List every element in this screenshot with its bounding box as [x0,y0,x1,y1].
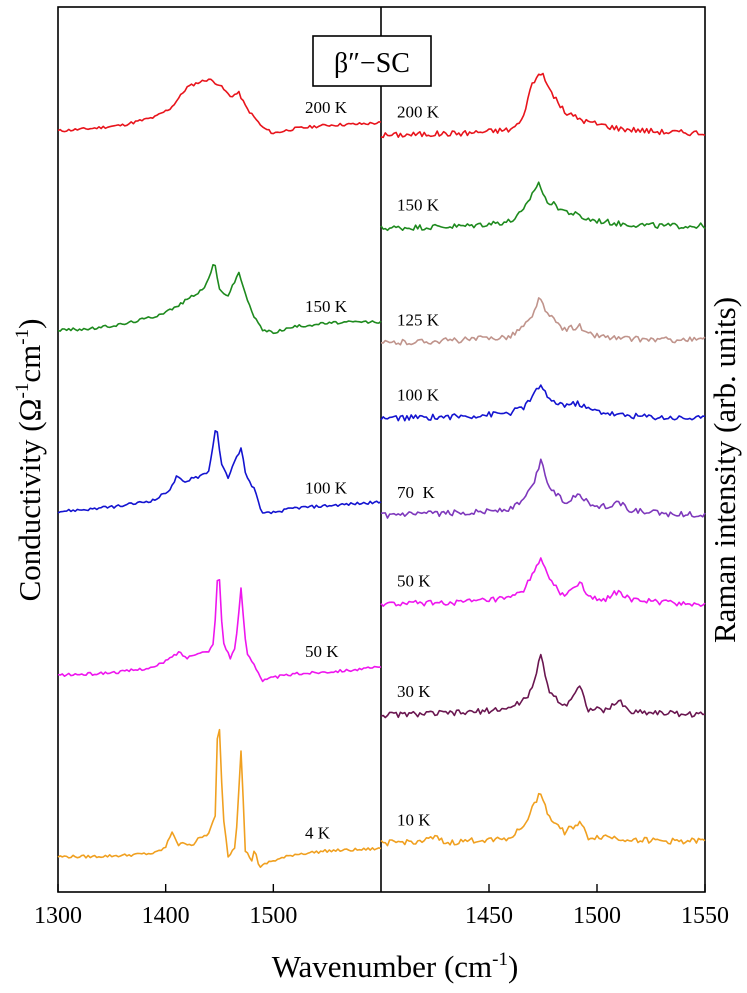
right-series-label: 200 K [397,102,440,121]
right-series-150k [380,181,706,232]
left-x-tick-label: 1300 [34,903,82,929]
left-series-label: 50 K [305,642,339,661]
right-series-label: 125 K [397,310,440,329]
right-series-30k [380,653,706,719]
left-series-label: 4 K [305,824,331,843]
left-series-4k [57,728,382,868]
axis-ticks: 1300 1400 1500 1450 1500 1550 [34,884,729,929]
left-y-title-close: ) [12,319,47,329]
title-box [312,35,432,87]
right-x-tick-label: 1500 [573,903,621,929]
left-panel-traces: 200 K 150 K 100 K 50 K 4 K [57,78,382,868]
right-x-tick-label: 1450 [465,903,513,929]
right-series-label: 150 K [397,195,440,214]
right-series-100k [380,384,706,422]
right-series-label: 100 K [397,386,440,405]
chart-title: β″−SC [334,48,410,79]
right-series-label: 10 K [397,810,431,829]
right-series-10k [380,792,706,847]
left-series-label: 100 K [305,478,348,497]
x-axis-title-sup: -1 [492,949,508,970]
right-series-label: 30 K [397,682,431,701]
right-series-50k [380,557,706,607]
left-x-tick-label: 1500 [249,903,297,929]
left-y-title-sup1: -1 [12,383,33,399]
x-axis-title-close: ) [508,949,518,984]
right-x-tick-label: 1550 [681,903,729,929]
x-axis-title-main: Wavenumber (cm [272,949,492,984]
left-y-title-mid: cm [12,345,47,383]
left-series-label: 200 K [305,98,348,117]
left-y-title-main: Conductivity (Ω [12,398,47,601]
right-series-label: 50 K [397,571,431,590]
left-series-200k [57,78,381,135]
right-y-axis-title: Raman intensity (arb. units) [707,297,742,643]
right-panel-traces: 200 K 150 K 125 K 100 K 70 K 50 K 30 K 10 K [380,72,706,847]
left-series-100k [57,430,382,515]
right-series-70k [380,458,706,519]
right-series-125k [380,297,706,346]
left-x-tick-label: 1400 [142,903,190,929]
right-series-label: 70 K [397,483,436,502]
right-series-200k [380,72,706,139]
left-y-axis-title: Conductivity (Ω-1cm-1) [12,319,47,602]
left-y-title-sup2: -1 [12,329,33,345]
left-series-50k [57,579,382,683]
x-axis-title: Wavenumber (cm-1) [272,949,519,984]
left-series-150k [57,264,382,335]
left-series-label: 150 K [305,297,348,316]
